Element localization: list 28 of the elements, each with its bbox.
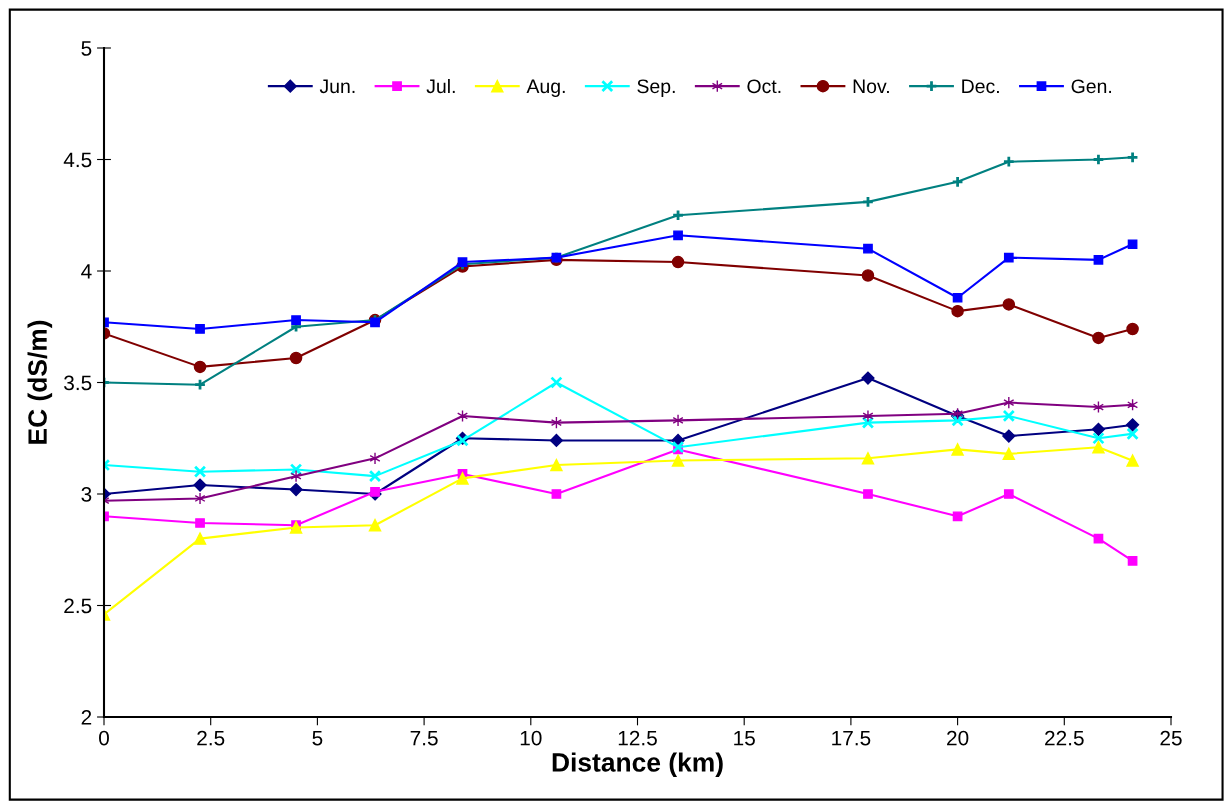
x-tick-label: 17.5 <box>832 730 871 746</box>
x-tick-label: 5 <box>312 730 323 746</box>
y-tick-label: 4.5 <box>63 152 92 168</box>
legend-label: Gen. <box>1071 79 1112 94</box>
x-tick-label: 0 <box>99 730 109 746</box>
legend-label: Jun. <box>319 79 355 94</box>
x-tick-label: 15 <box>734 730 755 746</box>
x-tick-label: 25 <box>1160 730 1182 746</box>
y-tick-label: 4 <box>81 264 92 279</box>
y-axis-title: EC (dS/m) <box>27 320 53 444</box>
y-tick-label: 2 <box>81 710 92 725</box>
y-tick-label: 3 <box>81 487 92 502</box>
x-tick-label: 7.5 <box>410 730 438 746</box>
x-tick-label: 22.5 <box>1045 730 1084 746</box>
x-tick-label: 12.5 <box>618 730 657 746</box>
x-tick-label: 20 <box>947 730 969 746</box>
legend-label: Nov. <box>853 79 889 94</box>
y-tick-label: 2.5 <box>64 598 92 614</box>
legend-label: Aug. <box>526 79 565 98</box>
x-tick-label: 10 <box>520 730 542 746</box>
x-tick-label: 2.5 <box>197 730 225 746</box>
legend-label: Sep. <box>637 79 675 98</box>
legend-label: Jul. <box>426 78 455 94</box>
legend-label: Dec. <box>962 79 999 94</box>
y-tick-label: 3.5 <box>64 375 92 391</box>
x-axis-title: Distance (km) <box>552 752 723 777</box>
legend-label: Oct. <box>747 79 781 94</box>
y-tick-label: 5 <box>81 41 92 56</box>
